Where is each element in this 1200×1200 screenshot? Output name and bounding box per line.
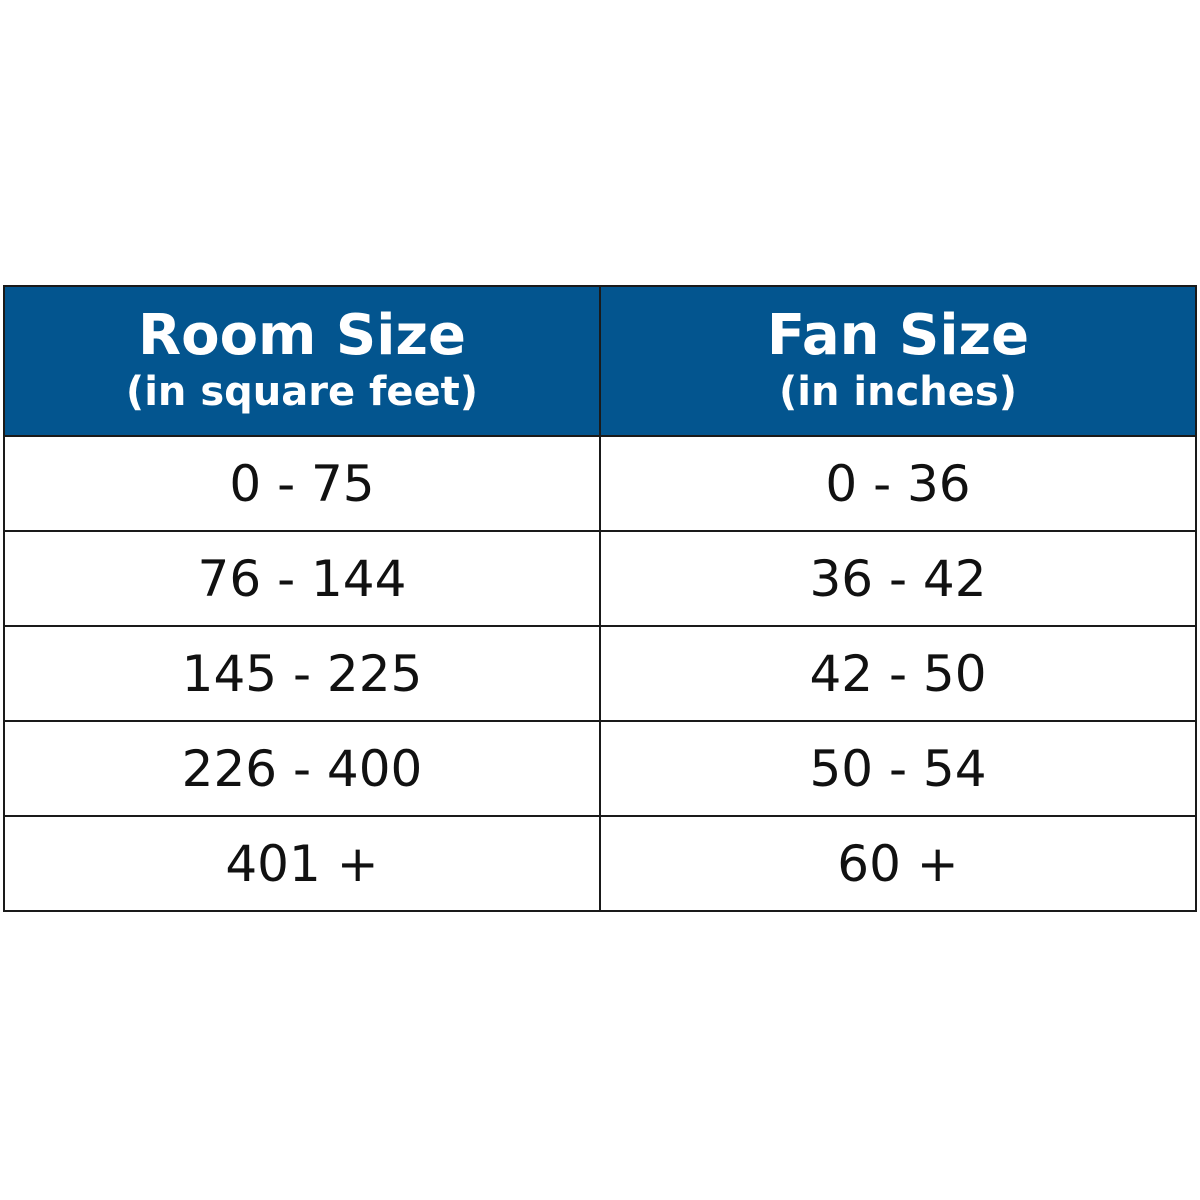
room-size-cell: 145 - 225 [3,625,601,722]
header-room-size: Room Size (in square feet) [3,285,601,437]
table-row: 226 - 400 50 - 54 [3,720,1197,817]
room-size-cell: 0 - 75 [3,435,601,532]
table-row: 145 - 225 42 - 50 [3,625,1197,722]
fan-size-cell: 0 - 36 [599,435,1197,532]
header-subtitle: (in inches) [779,369,1017,415]
fan-size-cell: 60 + [599,815,1197,912]
room-size-cell: 401 + [3,815,601,912]
header-row: Room Size (in square feet) Fan Size (in … [3,285,1197,437]
table-row: 401 + 60 + [3,815,1197,912]
header-subtitle: (in square feet) [125,369,479,415]
fan-size-table: Room Size (in square feet) Fan Size (in … [3,285,1197,912]
fan-size-cell: 42 - 50 [599,625,1197,722]
room-size-cell: 76 - 144 [3,530,601,627]
header-fan-size: Fan Size (in inches) [599,285,1197,437]
table-row: 0 - 75 0 - 36 [3,435,1197,532]
table-row: 76 - 144 36 - 42 [3,530,1197,627]
fan-size-cell: 36 - 42 [599,530,1197,627]
room-size-cell: 226 - 400 [3,720,601,817]
fan-size-cell: 50 - 54 [599,720,1197,817]
header-title: Room Size [137,303,466,368]
header-title: Fan Size [766,303,1030,368]
